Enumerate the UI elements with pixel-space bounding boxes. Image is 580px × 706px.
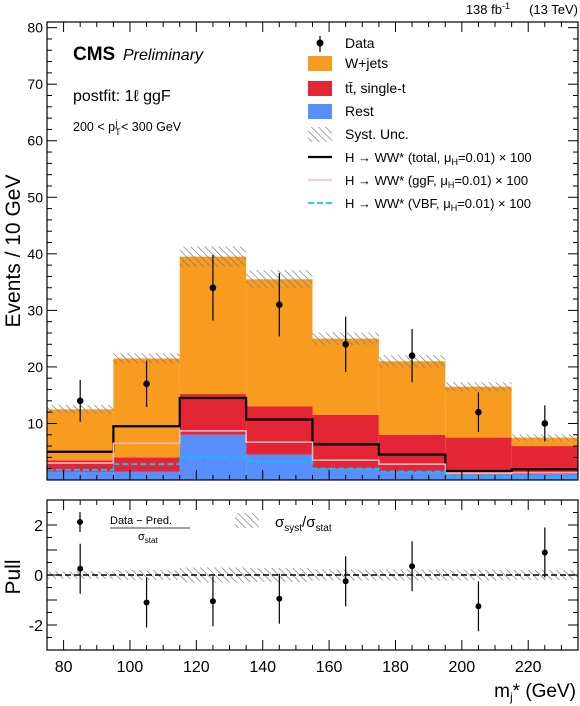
- pull-point-2: [209, 598, 216, 605]
- pull-point-1: [143, 599, 150, 606]
- syst-band-bin-6: [445, 382, 512, 392]
- main-ytick-label-10: 10: [27, 415, 43, 431]
- energy-label: (13 TeV): [529, 2, 578, 17]
- pull-ytick-label-0: 0: [34, 568, 43, 585]
- main-ytick-label-20: 20: [27, 359, 43, 375]
- stack-bar-0-4: [312, 468, 379, 480]
- main-x-ticks: [63, 22, 579, 480]
- data-point-4: [342, 340, 349, 348]
- pull-legend-band: σsyst/σstat: [235, 513, 332, 534]
- stacked-backgrounds: [47, 256, 578, 480]
- pull-point-7: [541, 549, 548, 556]
- data-point-3: [276, 301, 283, 309]
- main-y-axis-title: Events / 10 GeV: [2, 175, 25, 328]
- stack-bar-1-3: [246, 406, 313, 455]
- pull-legend: Data − Pred. σstat σsyst/σstat: [77, 512, 332, 545]
- svg-text:W+jets: W+jets: [345, 55, 388, 71]
- legend-entry-rest: Rest: [308, 103, 374, 119]
- stack-bar-2-7: [511, 437, 578, 447]
- main-ytick-label-30: 30: [27, 302, 43, 318]
- legend: Data W+jets tt̄, single-t Rest Syst. Unc…: [308, 35, 532, 213]
- pull-band-bin-6: [445, 569, 512, 581]
- svg-text:H → WW* (total, μH=0.01) × 100: H → WW* (total, μH=0.01) × 100: [345, 150, 532, 167]
- pull-ytick-label--2: -2: [29, 618, 43, 635]
- stack-bar-1-6: [445, 437, 512, 475]
- region-label: postfit: 1ℓ ggF: [73, 88, 171, 105]
- syst-band-bin-1: [113, 353, 180, 364]
- legend-entry-ttbar: tt̄, single-t: [308, 80, 406, 96]
- x-tick-label-180: 180: [382, 659, 409, 676]
- main-ytick-label-80: 80: [27, 20, 43, 36]
- main-ytick-label-40: 40: [27, 246, 43, 262]
- x-tick-label-100: 100: [117, 659, 144, 676]
- legend-entry-syst: Syst. Unc.: [308, 126, 409, 142]
- x-tick-label-200: 200: [448, 659, 475, 676]
- data-point-1: [143, 380, 150, 388]
- svg-text:Data: Data: [345, 35, 375, 51]
- pull-y-axis: -2 0 2: [29, 499, 578, 651]
- x-tick-label-160: 160: [316, 659, 343, 676]
- cms-label: CMS: [73, 44, 115, 65]
- preliminary-label: Preliminary: [123, 47, 204, 64]
- cut-label: 200 < pTj < 300 GeV: [73, 118, 182, 137]
- legend-entry-signal-ggf: H → WW* (ggF, μH=0.01) × 100: [308, 173, 528, 190]
- legend-entry-data: Data: [316, 35, 375, 52]
- data-point-6: [475, 408, 482, 416]
- signal-line-1: [47, 430, 578, 475]
- svg-text:H → WW* (VBF, μH=0.01) × 100: H → WW* (VBF, μH=0.01) × 100: [345, 196, 531, 213]
- svg-text:Rest: Rest: [345, 103, 374, 119]
- pull-x-axis: 80 100 120 140 160 180 200 220: [55, 500, 579, 676]
- svg-text:tt̄, single-t: tt̄, single-t: [345, 80, 406, 96]
- lumi-label: 138 fb-1: [466, 1, 510, 17]
- svg-text:Syst. Unc.: Syst. Unc.: [345, 126, 409, 142]
- data-point-7: [541, 420, 549, 427]
- svg-text:H → WW* (ggF, μH=0.01) × 100: H → WW* (ggF, μH=0.01) × 100: [345, 173, 528, 190]
- svg-text:Data − Pred.: Data − Pred.: [110, 515, 172, 527]
- stack-bar-1-2: [179, 394, 247, 435]
- data-point-5: [408, 352, 416, 359]
- pull-y-axis-title: Pull: [2, 559, 25, 594]
- data-point-2: [209, 284, 217, 292]
- x-axis-title: mj* (GeV): [494, 681, 576, 704]
- pull-point-4: [342, 578, 349, 585]
- stack-bar-1-0: [47, 460, 114, 472]
- main-ytick-label-70: 70: [27, 76, 43, 92]
- x-tick-label-80: 80: [55, 659, 73, 676]
- pull-point-0: [77, 565, 84, 572]
- legend-entry-wjets: W+jets: [308, 55, 388, 71]
- main-y-axis: 10 20 30 40 50 60 70 80: [27, 20, 578, 481]
- main-ytick-label-50: 50: [27, 189, 43, 205]
- svg-text:σsyst/σstat: σsyst/σstat: [275, 514, 332, 534]
- x-tick-label-220: 220: [515, 659, 542, 676]
- data-point-0: [76, 397, 84, 405]
- svg-text:σstat: σstat: [138, 531, 158, 545]
- legend-entry-signal-total: H → WW* (total, μH=0.01) × 100: [308, 150, 532, 167]
- pull-legend-data: Data − Pred. σstat: [77, 512, 190, 545]
- stack-bar-1-1: [113, 457, 180, 472]
- pull-ytick-label-2: 2: [34, 518, 43, 535]
- x-tick-label-120: 120: [183, 659, 210, 676]
- legend-entry-signal-vbf: H → WW* (VBF, μH=0.01) × 100: [308, 196, 531, 213]
- signal-line-0: [47, 396, 578, 473]
- main-ytick-label-60: 60: [27, 133, 43, 149]
- pull-points: [77, 527, 548, 632]
- stack-bar-1-5: [378, 434, 446, 472]
- pull-point-3: [276, 595, 283, 602]
- data-points: [76, 254, 549, 442]
- pull-point-6: [475, 603, 482, 610]
- pull-point-5: [409, 563, 416, 570]
- x-tick-label-140: 140: [249, 659, 276, 676]
